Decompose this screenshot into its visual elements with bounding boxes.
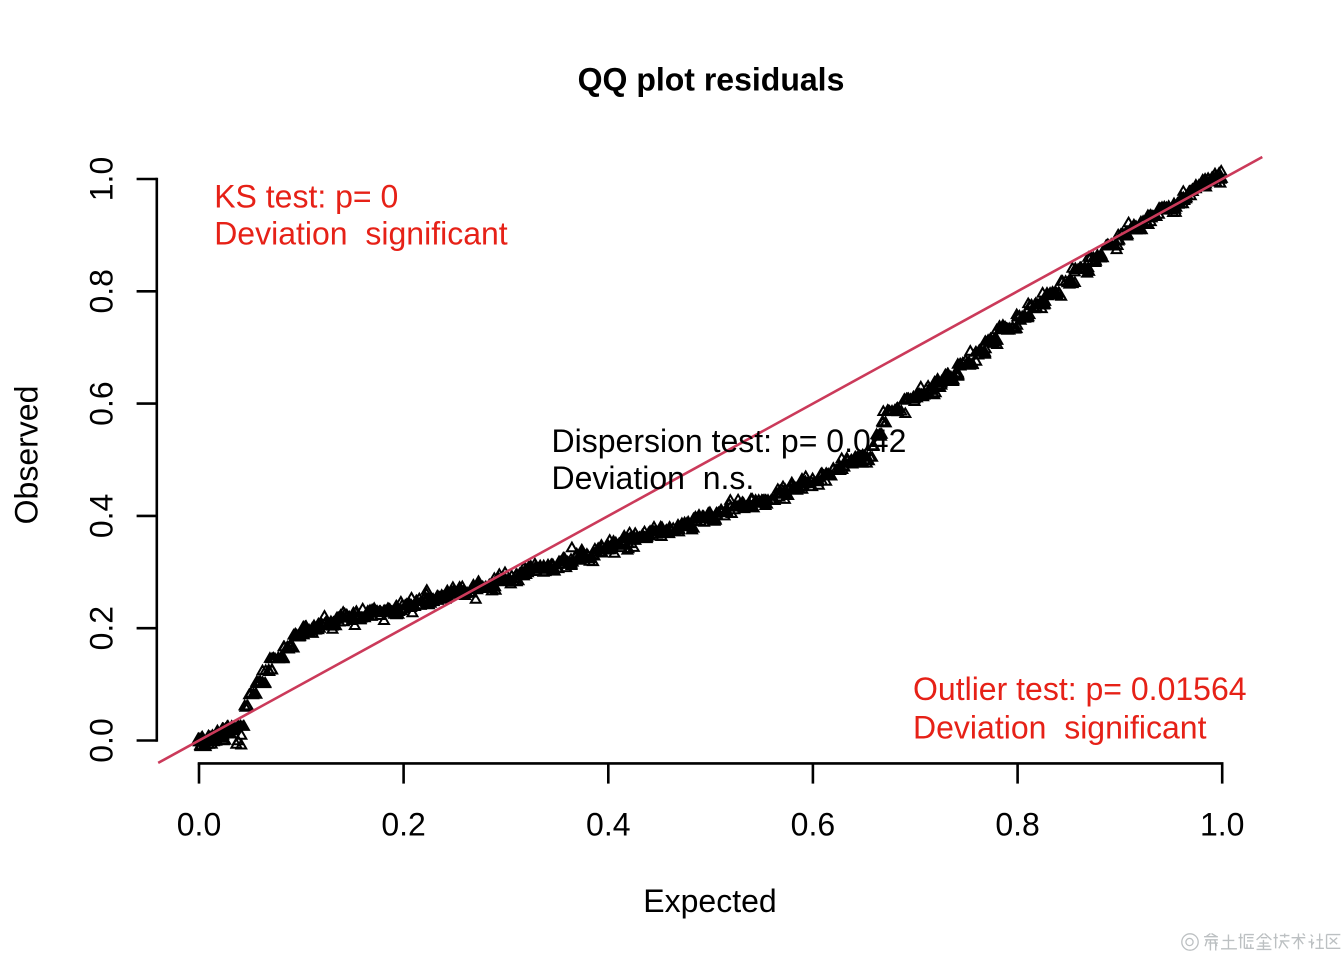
svg-text:KS test: p= 0: KS test: p= 0 (214, 179, 398, 215)
svg-text:0.6: 0.6 (791, 807, 835, 843)
svg-text:Outlier test: p= 0.01564: Outlier test: p= 0.01564 (913, 671, 1247, 707)
svg-text:QQ plot residuals: QQ plot residuals (578, 62, 845, 98)
svg-text:Deviation n.s.: Deviation n.s. (552, 460, 755, 496)
svg-text:0.0: 0.0 (177, 807, 221, 843)
svg-text:0.2: 0.2 (381, 807, 425, 843)
svg-text:0.4: 0.4 (586, 807, 630, 843)
svg-text:Observed: Observed (9, 386, 45, 525)
svg-text:0.4: 0.4 (84, 494, 120, 538)
svg-text:0.2: 0.2 (84, 606, 120, 650)
svg-text:1.0: 1.0 (84, 157, 120, 201)
svg-text:0.0: 0.0 (84, 718, 120, 762)
svg-text:0.6: 0.6 (84, 381, 120, 425)
svg-text:1.0: 1.0 (1200, 807, 1244, 843)
svg-text:0.8: 0.8 (84, 269, 120, 313)
svg-text:Dispersion test: p= 0.042: Dispersion test: p= 0.042 (552, 423, 907, 459)
svg-text:Expected: Expected (643, 883, 776, 919)
svg-text:Deviation significant: Deviation significant (913, 710, 1207, 746)
svg-text:0.8: 0.8 (995, 807, 1039, 843)
svg-text:Deviation significant: Deviation significant (214, 216, 508, 252)
